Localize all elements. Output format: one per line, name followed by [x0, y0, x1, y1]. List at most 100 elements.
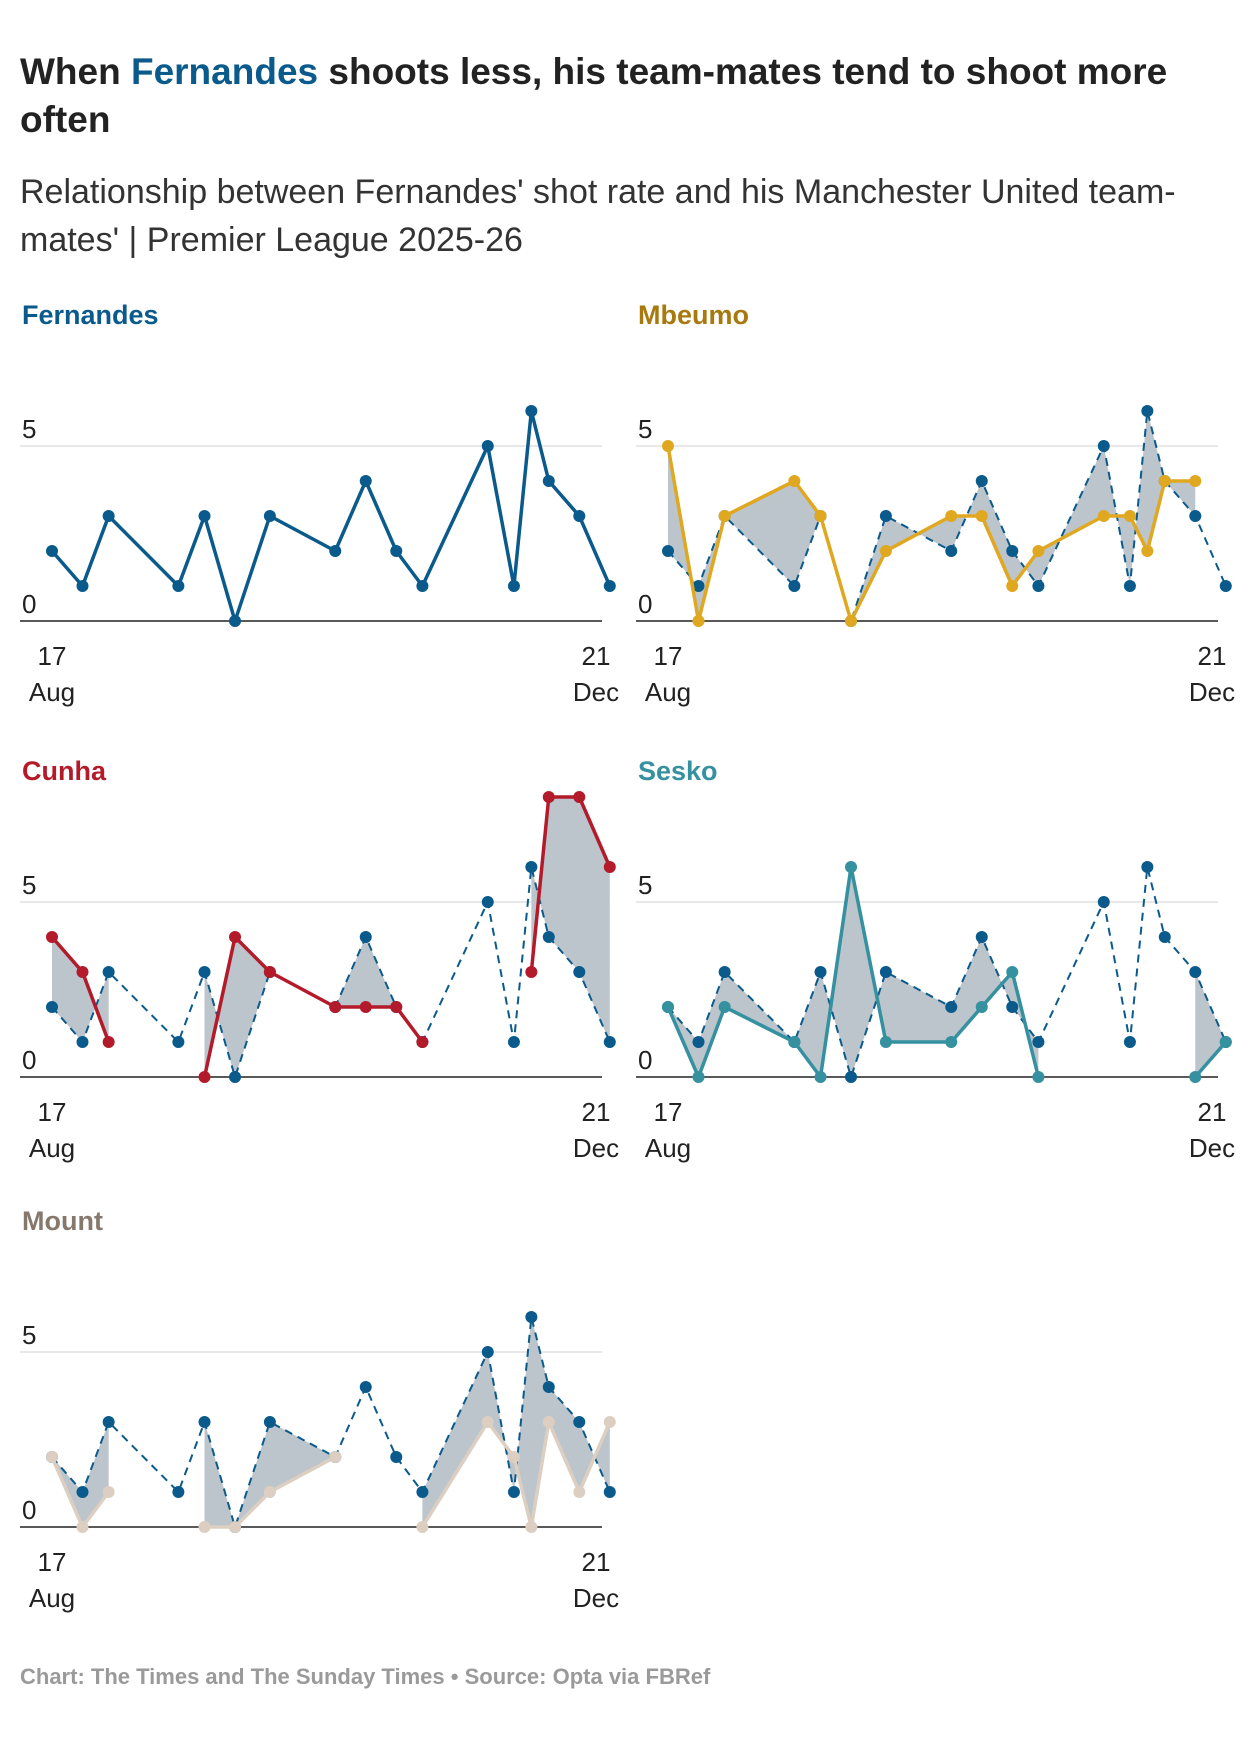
point-fernandes	[198, 510, 211, 522]
point-fernandes	[507, 1486, 520, 1498]
point-fernandes	[1032, 1036, 1045, 1048]
point-mbeumo	[1189, 475, 1202, 487]
point-mount	[329, 1451, 342, 1463]
point-fernandes	[507, 1036, 520, 1048]
y-tick-label-5: 5	[22, 414, 36, 444]
point-mbeumo	[814, 510, 827, 522]
point-fernandes	[102, 510, 115, 522]
x-tick-month-0: Aug	[29, 1133, 75, 1163]
chart-svg-mbeumo: 0 5 17 Aug 21 Dec	[636, 405, 1235, 707]
y-tick-label-0: 0	[638, 1045, 652, 1075]
point-mbeumo	[975, 510, 988, 522]
point-mbeumo	[692, 615, 705, 627]
point-fernandes	[76, 1486, 89, 1498]
point-fernandes	[359, 1381, 372, 1393]
point-fernandes	[1141, 405, 1154, 417]
point-sesko	[879, 1036, 892, 1048]
point-sesko	[1219, 1036, 1232, 1048]
point-fernandes	[102, 966, 115, 978]
chart-svg-fernandes: 0 5 17 Aug 21 Dec	[20, 405, 619, 707]
x-tick-day-1: 21	[1198, 641, 1227, 671]
panel-mount: Mount 0 5 17 Aug 21 Dec	[20, 1204, 620, 1644]
point-sesko	[1189, 1071, 1202, 1083]
series-line-sesko-1	[1193, 1040, 1228, 1079]
point-mbeumo	[1158, 475, 1171, 487]
point-sesko	[945, 1036, 958, 1048]
point-mount	[416, 1521, 429, 1533]
point-mbeumo	[879, 545, 892, 557]
point-cunha	[102, 1036, 115, 1048]
panel-sesko: Sesko 0 5 17 Aug 21 Dec	[636, 754, 1236, 1194]
footer-source: Source: Opta via FBRef	[464, 1664, 711, 1689]
point-fernandes	[359, 931, 372, 943]
point-fernandes	[229, 615, 242, 627]
point-fernandes	[229, 1071, 242, 1083]
point-fernandes	[945, 545, 958, 557]
y-tick-label-0: 0	[22, 589, 36, 619]
x-tick-day-0: 17	[38, 1547, 67, 1577]
point-fernandes	[1123, 1036, 1136, 1048]
point-fernandes	[76, 580, 89, 592]
point-fernandes	[416, 580, 429, 592]
point-sesko	[662, 1001, 674, 1013]
point-fernandes	[416, 1486, 429, 1498]
chart-svg-sesko: 0 5 17 Aug 21 Dec	[636, 861, 1235, 1163]
point-fernandes	[542, 475, 555, 487]
point-mount	[525, 1521, 538, 1533]
point-fernandes	[603, 580, 616, 592]
point-fernandes	[172, 1486, 185, 1498]
point-fernandes	[481, 896, 494, 908]
point-sesko	[975, 1001, 988, 1013]
point-fernandes	[879, 510, 892, 522]
x-tick-month-1: Dec	[573, 1583, 619, 1613]
point-fernandes	[692, 1036, 705, 1048]
point-fernandes	[481, 1346, 494, 1358]
point-fernandes	[1032, 580, 1045, 592]
point-fernandes	[1097, 440, 1110, 452]
x-tick-month-0: Aug	[645, 677, 691, 707]
point-fernandes	[573, 1416, 586, 1428]
point-fernandes	[76, 1036, 89, 1048]
point-fernandes	[879, 966, 892, 978]
point-mbeumo	[1032, 545, 1045, 557]
gap-area-mount-0	[52, 1422, 109, 1527]
x-tick-month-0: Aug	[29, 1583, 75, 1613]
point-cunha	[416, 1036, 429, 1048]
point-mbeumo	[1097, 510, 1110, 522]
point-fernandes	[359, 475, 372, 487]
gap-area-cunha-0	[52, 937, 109, 1042]
title-lead: When	[20, 51, 131, 92]
point-fernandes	[1097, 896, 1110, 908]
footer-credit: Chart: The Times and The Sunday Times	[20, 1664, 445, 1689]
point-fernandes	[198, 966, 211, 978]
chart-title: When Fernandes shoots less, his team-mat…	[20, 48, 1200, 144]
point-mount	[46, 1451, 58, 1463]
point-fernandes	[814, 966, 827, 978]
x-tick-month-0: Aug	[29, 677, 75, 707]
point-mount	[198, 1521, 211, 1533]
point-fernandes	[329, 545, 342, 557]
point-mbeumo	[1123, 510, 1136, 522]
panel-title-cunha: Cunha	[22, 756, 106, 786]
point-sesko	[1006, 966, 1019, 978]
title-highlight-fernandes: Fernandes	[130, 51, 319, 92]
point-fernandes	[603, 1036, 616, 1048]
point-mbeumo	[788, 475, 801, 487]
point-mount	[481, 1416, 494, 1428]
chart-svg-mount: 0 5 17 Aug 21 Dec	[20, 1311, 619, 1613]
gap-area-mbeumo-0	[668, 411, 1196, 621]
x-tick-day-0: 17	[38, 641, 67, 671]
series-line-cunha-2	[529, 795, 612, 973]
point-cunha	[229, 931, 242, 943]
point-mount	[507, 1451, 520, 1463]
point-cunha	[542, 791, 555, 803]
point-cunha	[359, 1001, 372, 1013]
point-sesko	[1032, 1071, 1045, 1083]
point-fernandes	[1189, 966, 1202, 978]
series-line-mbeumo-0	[666, 445, 1196, 623]
x-tick-day-0: 17	[654, 641, 683, 671]
point-fernandes	[573, 510, 586, 522]
x-tick-day-1: 21	[582, 1547, 611, 1577]
point-mount	[542, 1416, 555, 1428]
point-fernandes	[1189, 510, 1202, 522]
